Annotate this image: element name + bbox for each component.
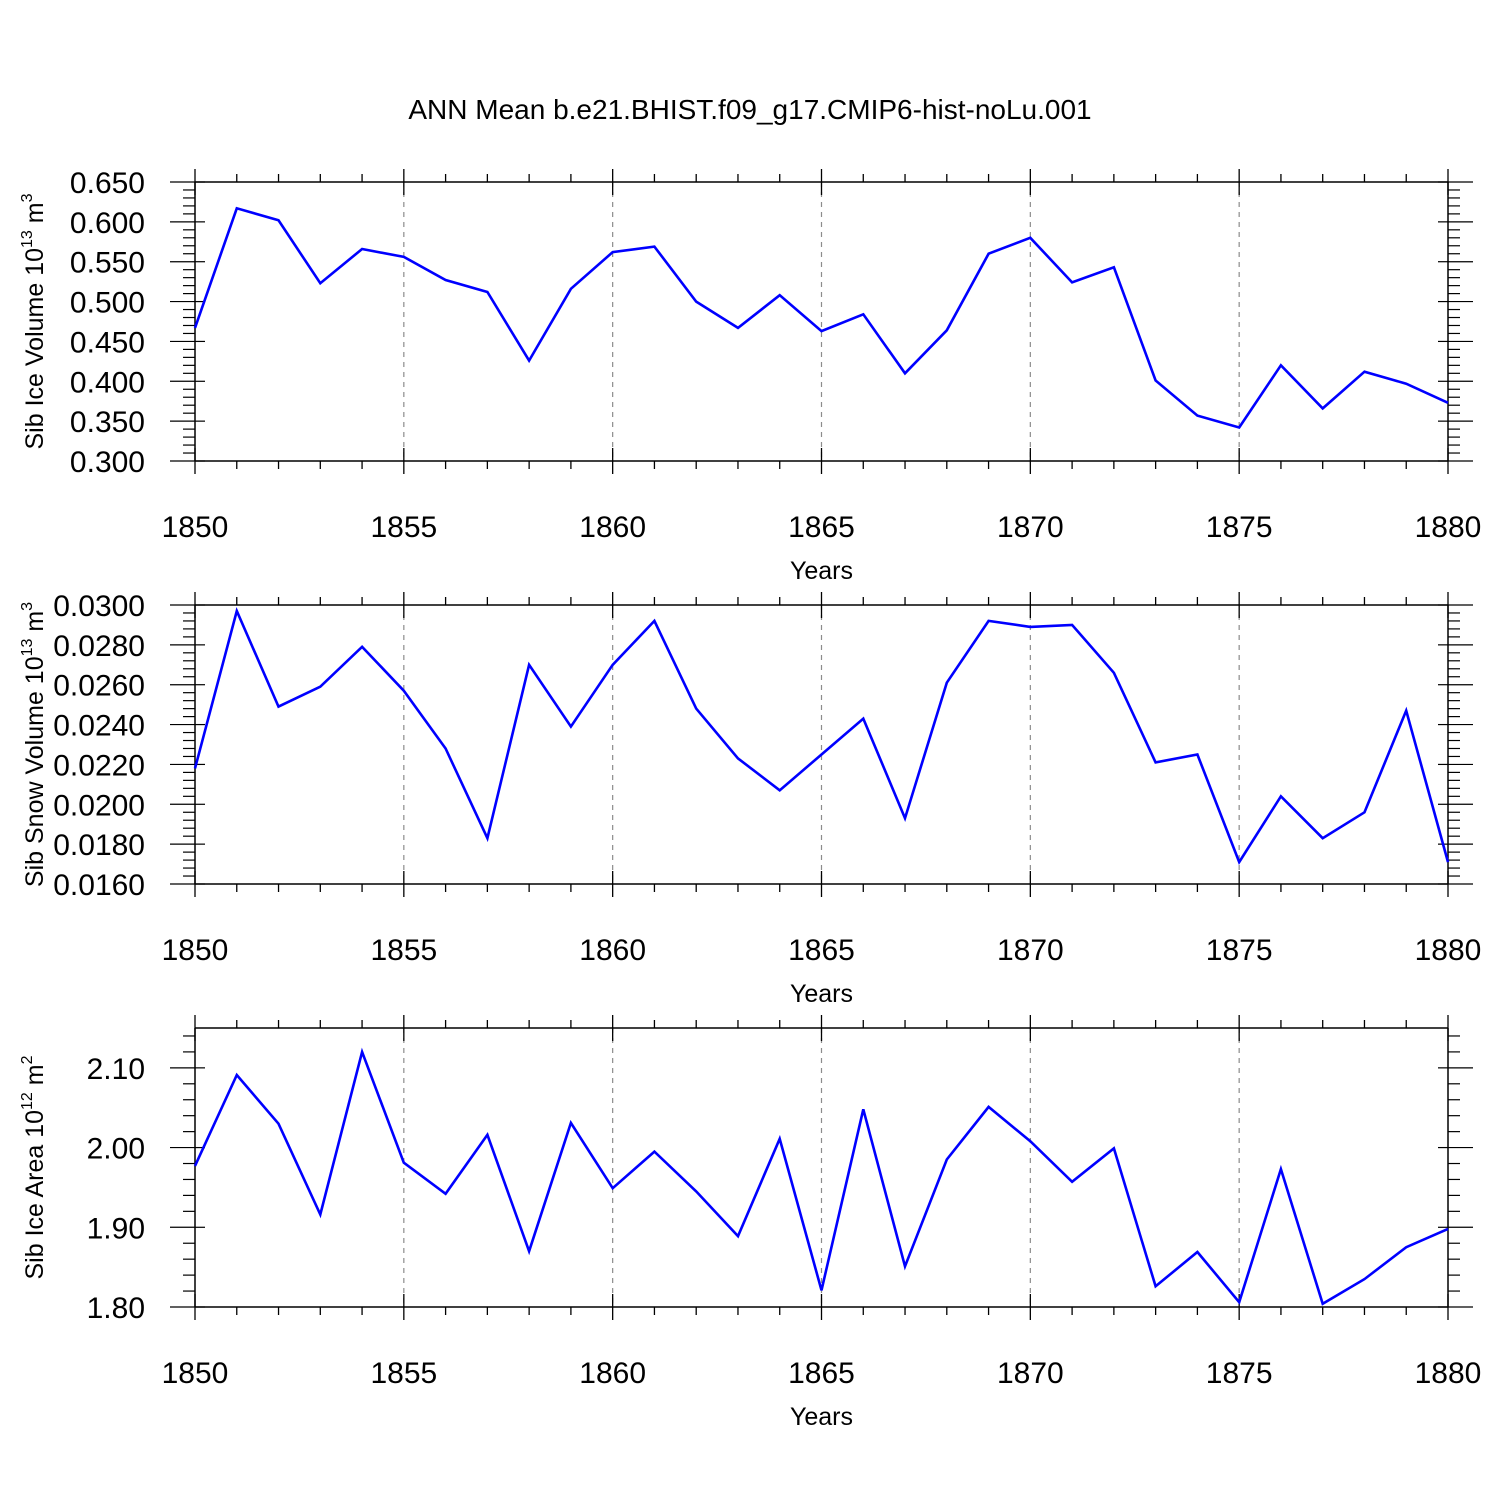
figure: ANN Mean b.e21.BHIST.f09_g17.CMIP6-hist-… [0,0,1500,1500]
x-tick-label: 1880 [1415,1357,1482,1390]
x-tick-label: 1855 [370,934,437,967]
x-axis-label: Years [790,557,853,585]
y-axis-label-text: Sib Ice Area 10 [21,1110,49,1280]
y-tick-label: 0.0260 [53,670,145,703]
x-tick-label: 1865 [788,1357,855,1390]
x-tick-label: 1850 [162,1357,229,1390]
y-axis-label-exponent: 13 [19,638,36,656]
y-tick-label: 0.350 [70,406,145,439]
y-tick-label: 0.600 [70,207,145,240]
x-axis-label: Years [790,1403,853,1431]
x-tick-label: 1880 [1415,511,1482,544]
y-axis-label: Sib Ice Area 1012 m2 [19,1055,49,1279]
x-tick-label: 1850 [162,934,229,967]
x-tick-label: 1860 [579,934,646,967]
x-tick-label: 1855 [370,511,437,544]
y-axis-label-exponent: 13 [19,230,36,248]
y-tick-label: 0.0240 [53,710,145,743]
y-tick-label: 0.0200 [53,789,145,822]
y-tick-label: 1.90 [87,1212,145,1245]
x-tick-label: 1880 [1415,934,1482,967]
x-tick-label: 1875 [1206,511,1273,544]
y-axis-label-unit-exponent: 3 [19,602,36,611]
y-tick-label: 0.300 [70,446,145,479]
x-axis-label: Years [790,980,853,1008]
x-tick-label: 1860 [579,511,646,544]
y-tick-label: 0.450 [70,326,145,359]
x-tick-label: 1875 [1206,1357,1273,1390]
x-tick-label: 1870 [997,1357,1064,1390]
y-tick-label: 1.80 [87,1292,145,1325]
x-tick-label: 1855 [370,1357,437,1390]
y-tick-label: 0.0280 [53,630,145,663]
x-tick-label: 1870 [997,934,1064,967]
x-tick-label: 1865 [788,934,855,967]
y-tick-label: 0.550 [70,247,145,280]
y-tick-label: 2.00 [87,1133,145,1166]
y-axis-label-unit: m [21,1064,49,1092]
x-tick-label: 1865 [788,511,855,544]
y-axis-label-unit: m [21,202,49,230]
y-tick-label: 0.0300 [53,590,145,623]
y-axis-label-unit-exponent: 3 [19,193,36,202]
y-tick-label: 0.0160 [53,869,145,902]
y-tick-label: 0.500 [70,287,145,320]
x-tick-label: 1860 [579,1357,646,1390]
x-tick-label: 1875 [1206,934,1273,967]
y-axis-label-unit: m [21,611,49,639]
y-tick-label: 0.0180 [53,829,145,862]
y-tick-label: 0.400 [70,366,145,399]
y-tick-label: 2.10 [87,1053,145,1086]
figure-title: ANN Mean b.e21.BHIST.f09_g17.CMIP6-hist-… [408,94,1091,125]
y-tick-label: 0.650 [70,167,145,200]
y-axis-label-text: Sib Snow Volume 10 [21,656,49,887]
y-axis-label-unit-exponent: 2 [19,1055,36,1064]
background [0,0,1500,1500]
x-tick-label: 1850 [162,511,229,544]
y-axis-label-text: Sib Ice Volume 10 [21,248,49,450]
y-tick-label: 0.0220 [53,749,145,782]
x-tick-label: 1870 [997,511,1064,544]
y-axis-label-exponent: 12 [19,1092,36,1110]
